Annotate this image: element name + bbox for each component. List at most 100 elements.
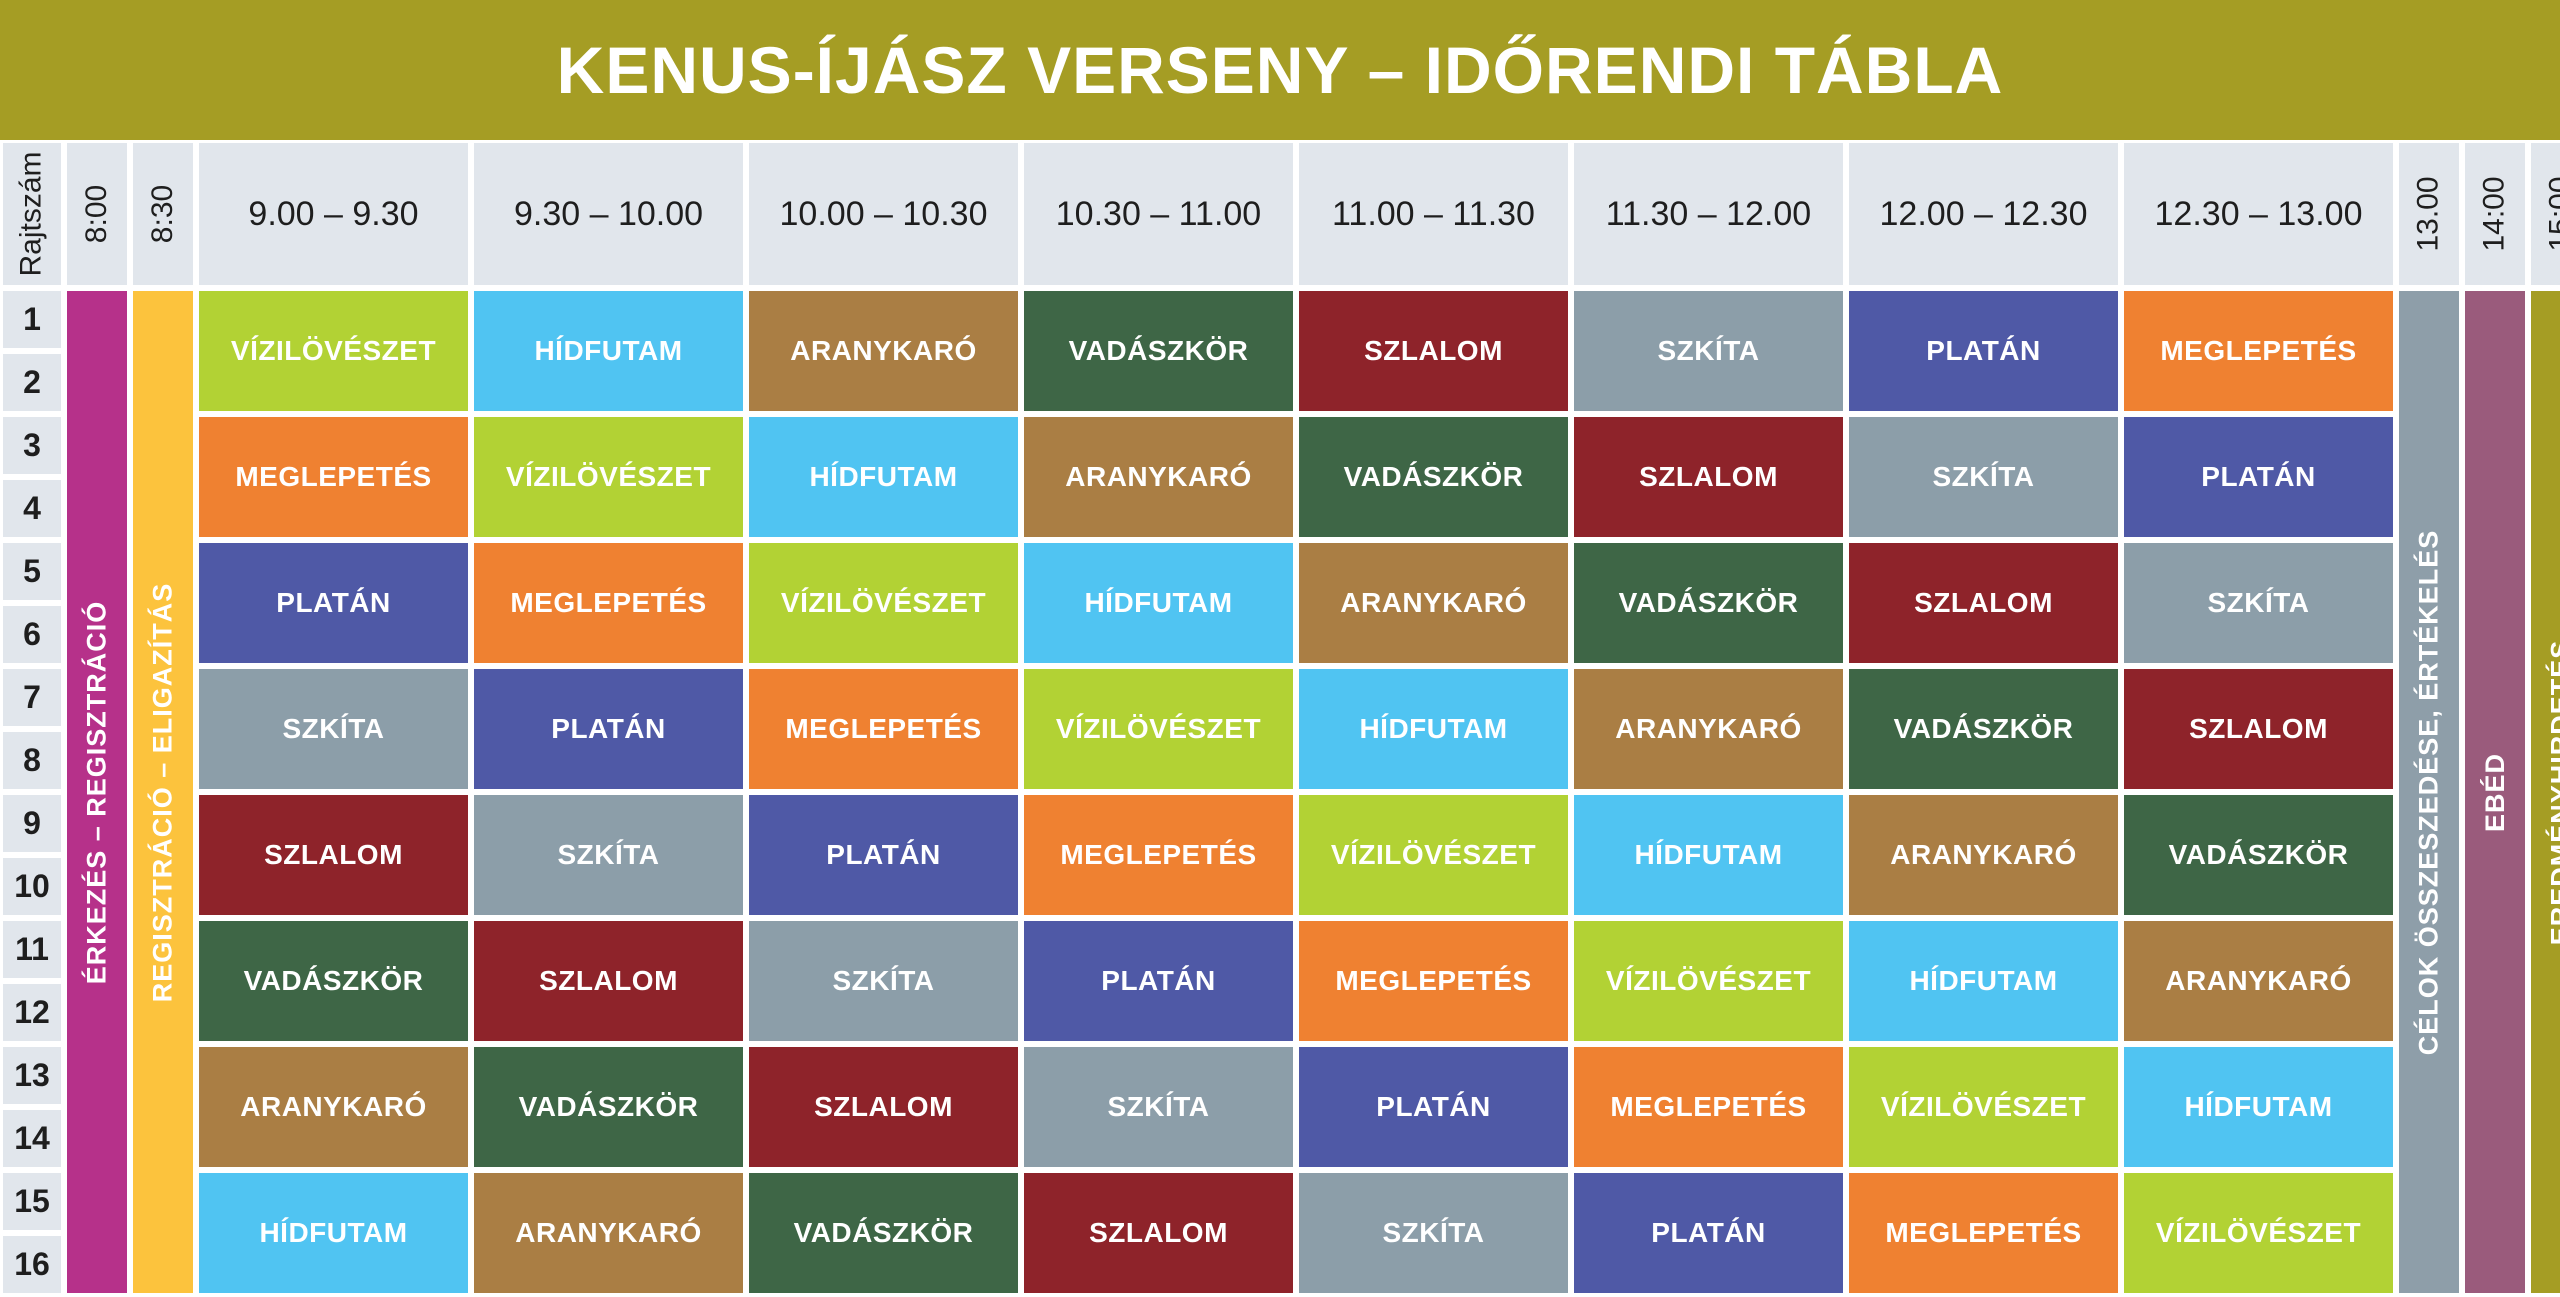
activity-cell: SZLALOM [471, 918, 746, 1044]
activity-cell: VÍZILÖVÉSZET [196, 288, 471, 414]
activity-cell: ARANYKARÓ [196, 1044, 471, 1170]
activity-cell: ARANYKARÓ [1571, 666, 1846, 792]
rajtszam-header: Rajtszám [0, 140, 64, 288]
title-bar: KENUS-ÍJÁSZ VERSENY – IDŐRENDI TÁBLA [0, 0, 2560, 140]
activity-cell: HÍDFUTAM [746, 414, 1021, 540]
time-slot-header: 11.30 – 12.00 [1571, 140, 1846, 288]
activity-cell: SZKÍTA [1571, 288, 1846, 414]
activity-cell: VÍZILÖVÉSZET [746, 540, 1021, 666]
row-number: 16 [0, 1233, 64, 1296]
row-number: 4 [0, 477, 64, 540]
time-slot-header: 11.00 – 11.30 [1296, 140, 1571, 288]
row-number: 9 [0, 792, 64, 855]
time-slot-header: 9.00 – 9.30 [196, 140, 471, 288]
activity-cell: VÍZILÖVÉSZET [471, 414, 746, 540]
activity-cell: MEGLEPETÉS [2121, 288, 2396, 414]
activity-cell: PLATÁN [1296, 1044, 1571, 1170]
row-number: 13 [0, 1044, 64, 1107]
activity-cell: VADÁSZKÖR [1021, 288, 1296, 414]
row-number: 14 [0, 1107, 64, 1170]
activity-cell: ARANYKARÓ [2121, 918, 2396, 1044]
time-header-1400: 14:00 [2462, 140, 2528, 288]
row-number: 6 [0, 603, 64, 666]
activity-cell: ARANYKARÓ [1296, 540, 1571, 666]
activity-cell: VÍZILÖVÉSZET [2121, 1170, 2396, 1296]
row-number: 7 [0, 666, 64, 729]
activity-cell: MEGLEPETÉS [746, 666, 1021, 792]
activity-cell: MEGLEPETÉS [471, 540, 746, 666]
row-number: 5 [0, 540, 64, 603]
activity-cell: SZKÍTA [471, 792, 746, 918]
activity-cell: HÍDFUTAM [1296, 666, 1571, 792]
activity-cell: HÍDFUTAM [1846, 918, 2121, 1044]
activity-cell: SZLALOM [1296, 288, 1571, 414]
activity-cell: VÍZILÖVÉSZET [1846, 1044, 2121, 1170]
activity-cell: SZKÍTA [1846, 414, 2121, 540]
activity-cell: SZLALOM [2121, 666, 2396, 792]
activity-cell: MEGLEPETÉS [1021, 792, 1296, 918]
activity-cell: VADÁSZKÖR [1296, 414, 1571, 540]
activity-cell: SZKÍTA [196, 666, 471, 792]
activity-cell: HÍDFUTAM [1021, 540, 1296, 666]
activity-cell: SZLALOM [1571, 414, 1846, 540]
eredmeny-band: EREDMÉNYHIRDETÉS [2528, 288, 2560, 1296]
activity-cell: MEGLEPETÉS [1846, 1170, 2121, 1296]
activity-cell: PLATÁN [1571, 1170, 1846, 1296]
activity-cell: ARANYKARÓ [1021, 414, 1296, 540]
time-slot-header: 10.00 – 10.30 [746, 140, 1021, 288]
row-number: 15 [0, 1170, 64, 1233]
activity-cell: SZLALOM [746, 1044, 1021, 1170]
regisztracio-band: REGISZTRÁCIÓ – ELIGAZÍTÁS [130, 288, 196, 1296]
activity-cell: SZLALOM [1846, 540, 2121, 666]
activity-cell: SZKÍTA [746, 918, 1021, 1044]
time-header-0830: 8:30 [130, 140, 196, 288]
page-title: KENUS-ÍJÁSZ VERSENY – IDŐRENDI TÁBLA [556, 33, 2004, 107]
row-number: 3 [0, 414, 64, 477]
row-number: 12 [0, 981, 64, 1044]
activity-cell: VADÁSZKÖR [1571, 540, 1846, 666]
activity-cell: MEGLEPETÉS [1296, 918, 1571, 1044]
activity-cell: HÍDFUTAM [2121, 1044, 2396, 1170]
activity-cell: PLATÁN [746, 792, 1021, 918]
activity-cell: VÍZILÖVÉSZET [1296, 792, 1571, 918]
activity-cell: SZKÍTA [1021, 1044, 1296, 1170]
time-slot-header: 12.30 – 13.00 [2121, 140, 2396, 288]
time-header-1500: 15:00 [2528, 140, 2560, 288]
row-number: 10 [0, 855, 64, 918]
time-slot-header: 9.30 – 10.00 [471, 140, 746, 288]
activity-cell: ARANYKARÓ [1846, 792, 2121, 918]
activity-cell: SZLALOM [1021, 1170, 1296, 1296]
activity-cell: VADÁSZKÖR [471, 1044, 746, 1170]
schedule-table: Rajtszám 8:00 8:30 9.00 – 9.30 9.30 – 10… [0, 140, 2560, 1297]
row-number: 8 [0, 729, 64, 792]
activity-cell: VADÁSZKÖR [1846, 666, 2121, 792]
activity-cell: HÍDFUTAM [471, 288, 746, 414]
erkezes-band: ÉRKEZÉS – REGISZTRÁCIÓ [64, 288, 130, 1296]
row-number: 11 [0, 918, 64, 981]
activity-cell: HÍDFUTAM [1571, 792, 1846, 918]
time-header-0800: 8:00 [64, 140, 130, 288]
time-slot-header: 12.00 – 12.30 [1846, 140, 2121, 288]
activity-cell: PLATÁN [1021, 918, 1296, 1044]
time-header-1300: 13.00 [2396, 140, 2462, 288]
activity-cell: VADÁSZKÖR [2121, 792, 2396, 918]
activity-cell: PLATÁN [196, 540, 471, 666]
activity-cell: HÍDFUTAM [196, 1170, 471, 1296]
activity-cell: SZLALOM [196, 792, 471, 918]
activity-cell: PLATÁN [1846, 288, 2121, 414]
activity-cell: SZKÍTA [1296, 1170, 1571, 1296]
celok-band: CÉLOK ÖSSZESZEDÉSE, ÉRTÉKELÉS [2396, 288, 2462, 1296]
activity-cell: VÍZILÖVÉSZET [1021, 666, 1296, 792]
activity-cell: VADÁSZKÖR [746, 1170, 1021, 1296]
activity-cell: MEGLEPETÉS [196, 414, 471, 540]
activity-cell: SZKÍTA [2121, 540, 2396, 666]
ebed-band: EBÉD [2462, 288, 2528, 1296]
activity-cell: MEGLEPETÉS [1571, 1044, 1846, 1170]
activity-cell: VADÁSZKÖR [196, 918, 471, 1044]
activity-cell: ARANYKARÓ [746, 288, 1021, 414]
row-number: 1 [0, 288, 64, 351]
activity-cell: PLATÁN [2121, 414, 2396, 540]
row-number: 2 [0, 351, 64, 414]
activity-cell: VÍZILÖVÉSZET [1571, 918, 1846, 1044]
activity-cell: ARANYKARÓ [471, 1170, 746, 1296]
